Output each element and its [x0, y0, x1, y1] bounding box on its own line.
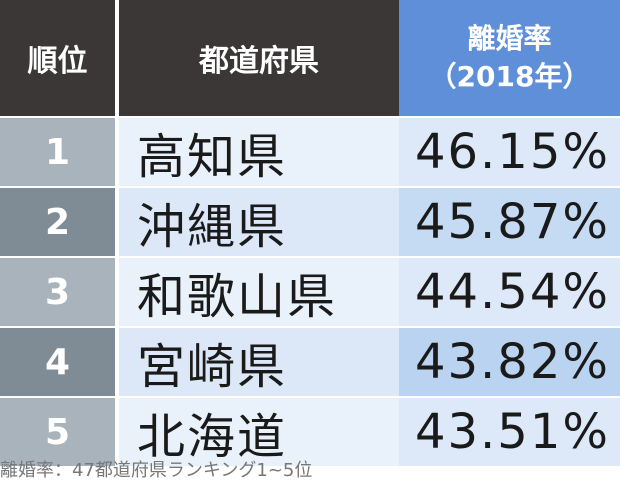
rate-cell: 44.54% — [399, 258, 620, 326]
header-divorce-rate: 離婚率 （2018年） — [399, 0, 620, 116]
prefecture-cell: 宮崎県 — [119, 328, 399, 396]
header-rate-year: （2018年） — [428, 60, 591, 93]
rate-cell: 43.82% — [399, 328, 620, 396]
table-row: 1 高知県 46.15% — [0, 116, 620, 186]
table-row: 4 宮崎県 43.82% — [0, 326, 620, 396]
rank-cell: 2 — [0, 188, 115, 256]
prefecture-cell: 和歌山県 — [119, 258, 399, 326]
table-row: 2 沖縄県 45.87% — [0, 186, 620, 256]
header-rate-label: 離婚率 — [467, 22, 552, 55]
header-rank: 順位 — [0, 0, 115, 116]
ranking-table: 順位 都道府県 離婚率 （2018年） 1 高知県 46.15% 2 沖縄県 4… — [0, 0, 620, 466]
rate-cell: 46.15% — [399, 118, 620, 186]
table-row: 3 和歌山県 44.54% — [0, 256, 620, 326]
rank-cell: 1 — [0, 118, 115, 186]
rank-cell: 5 — [0, 398, 115, 466]
header-prefecture: 都道府県 — [119, 0, 399, 116]
rate-cell: 43.51% — [399, 398, 620, 466]
prefecture-cell: 北海道 — [119, 398, 399, 466]
rank-cell: 3 — [0, 258, 115, 326]
prefecture-cell: 沖縄県 — [119, 188, 399, 256]
rank-cell: 4 — [0, 328, 115, 396]
table-row: 5 北海道 43.51% — [0, 396, 620, 466]
table-header-row: 順位 都道府県 離婚率 （2018年） — [0, 0, 620, 116]
table-caption: 離婚率：47都道府県ランキング1~5位 — [0, 460, 313, 481]
rate-cell: 45.87% — [399, 188, 620, 256]
prefecture-cell: 高知県 — [119, 118, 399, 186]
